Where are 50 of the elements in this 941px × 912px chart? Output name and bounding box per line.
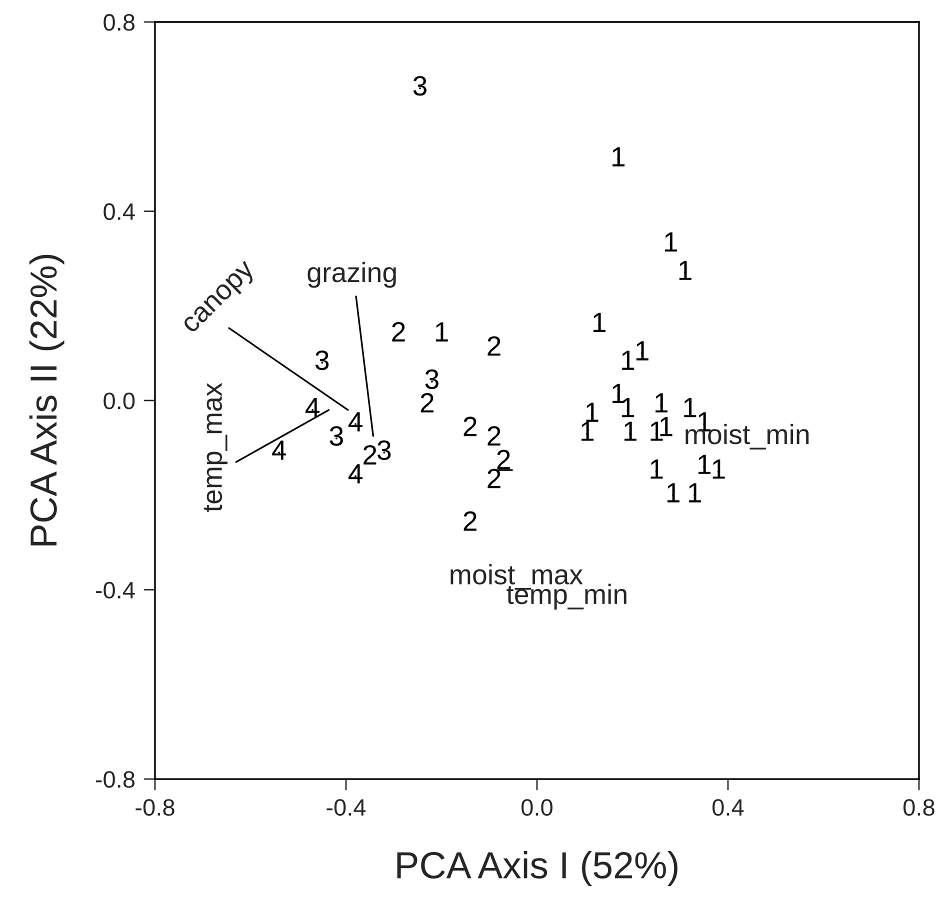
text: 1 [593, 312, 606, 332]
text: 1 [684, 398, 696, 418]
text: 1 [582, 422, 594, 441]
text: 1 [712, 460, 725, 479]
x-tick-label: 0.8 [903, 799, 934, 816]
x-tick-label: -0.8 [136, 799, 174, 816]
text: 1 [665, 232, 678, 252]
text: 1 [436, 322, 448, 342]
y-tick-label: -0.4 [96, 582, 135, 599]
y-tick-label: 0.0 [104, 392, 135, 410]
x-tick-label: 0.0 [521, 799, 552, 816]
y-axis-title: PCA Axis II (22%) [29, 254, 64, 546]
text: 1 [679, 260, 692, 280]
text: 1 [636, 341, 648, 360]
series-label: 1 [612, 147, 625, 166]
y-tick-label: -0.8 [96, 771, 135, 788]
text: 3 [425, 369, 438, 390]
series-label: 3 [330, 426, 343, 446]
text: 3 [315, 350, 329, 370]
text: 1 [612, 384, 625, 403]
series-label: 4 [305, 398, 320, 418]
series-label: 2 [392, 322, 405, 342]
text: 2 [488, 426, 500, 446]
text: 2 [497, 450, 510, 470]
text: 1 [624, 422, 636, 441]
y-tick-label: 0.4 [104, 203, 135, 220]
x-tick-label: 0.4 [712, 799, 744, 816]
text: 2 [364, 445, 376, 464]
text: 1 [586, 402, 598, 422]
text: 2 [420, 393, 434, 412]
text: 4 [348, 464, 362, 484]
text: 2 [488, 336, 500, 356]
text: 3 [378, 440, 391, 460]
annotation: grazing [308, 262, 396, 288]
text: 1 [650, 460, 663, 479]
text: 4 [272, 440, 286, 460]
text: 1 [622, 350, 634, 370]
x-tick-label: -0.4 [326, 799, 366, 816]
text: 1 [688, 483, 701, 502]
text: 1 [656, 393, 668, 412]
text: 2 [464, 511, 476, 531]
text: 3 [413, 76, 426, 96]
y-tick-label: 0.8 [104, 14, 135, 31]
text: 4 [348, 412, 362, 432]
x-axis-title: PCA Axis I (52%) [397, 851, 678, 886]
text: 2 [464, 416, 476, 436]
text: 1 [667, 483, 680, 502]
text: 1 [698, 454, 710, 474]
annotation: temp_max [204, 382, 228, 512]
text: 2 [488, 468, 500, 488]
